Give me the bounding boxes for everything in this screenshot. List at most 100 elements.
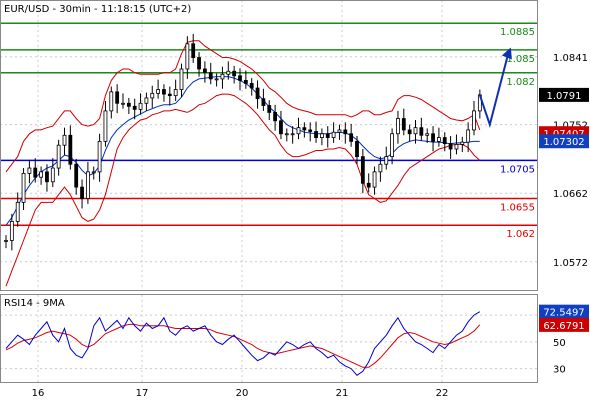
candle-body	[91, 171, 96, 174]
candle-body	[220, 73, 225, 80]
candle-body	[132, 105, 137, 110]
rsi-box-rsi_ma	[539, 317, 589, 332]
y-tick-label: 1.0662	[553, 189, 588, 200]
candle-body	[197, 57, 201, 70]
candle-body	[232, 70, 237, 77]
candle-body	[407, 129, 412, 135]
candle-body	[173, 89, 178, 97]
candle-body	[261, 98, 266, 106]
x-tick-label: 21	[336, 388, 349, 399]
candle-body	[249, 83, 254, 89]
candle-body	[413, 127, 418, 135]
candle-body	[331, 131, 336, 138]
candle-body	[355, 140, 359, 158]
candle-body	[472, 110, 476, 131]
candle-body	[156, 89, 161, 94]
candle-body	[308, 129, 313, 132]
candle-body	[325, 133, 330, 138]
candle-body	[39, 171, 43, 178]
candle-body	[436, 137, 441, 142]
candle-body	[27, 167, 32, 174]
price-box-average	[539, 134, 589, 149]
level-label: 1.0705	[500, 164, 535, 175]
candle-body	[396, 118, 400, 135]
candle-body	[15, 201, 20, 222]
y-tick-label: 1.0841	[553, 53, 588, 64]
chart-title: EUR/USD - 30min - 11:18:15 (UTC+2)	[4, 4, 191, 15]
bollinger-upper-line	[5, 40, 481, 173]
candle-body	[442, 137, 447, 145]
candle-body	[337, 129, 342, 133]
candle-body	[466, 129, 471, 143]
candle-body	[62, 134, 67, 146]
candle-body	[191, 43, 196, 58]
candle-body	[86, 171, 90, 199]
candle-body	[109, 91, 114, 112]
x-tick-label: 17	[136, 388, 149, 399]
forecast-arrow-head	[501, 47, 512, 60]
candle-body	[97, 140, 102, 173]
candle-body	[343, 129, 348, 135]
candle-body	[33, 167, 38, 178]
price-box-label: 1.07302	[543, 137, 584, 148]
x-tick-label: 16	[32, 388, 45, 399]
price-panel: 1.0885 1.085 1.082 1.0705 1.0655 1.062	[0, 0, 537, 290]
candle-body	[4, 240, 8, 242]
candle-body	[138, 102, 143, 110]
candle-body	[255, 87, 260, 100]
level-label: 1.0885	[500, 27, 535, 38]
price-panel-frame	[0, 0, 538, 291]
level-label: 1.082	[506, 77, 535, 88]
candle-body	[401, 118, 406, 131]
candle-body	[179, 68, 184, 90]
candle-body	[296, 127, 301, 135]
candle-body	[226, 70, 231, 75]
candle-body	[384, 156, 389, 165]
rsi-panel-title: RSI14 - 9MA	[4, 298, 65, 309]
bollinger-lower-line	[5, 93, 481, 287]
rsi-y-tick-label: 30	[553, 365, 566, 376]
rsi-panel-frame	[0, 294, 538, 383]
candle-body	[150, 92, 155, 99]
candle-body	[284, 133, 289, 136]
candle-body	[314, 131, 318, 138]
candle-body	[202, 68, 207, 74]
candle-body	[319, 133, 324, 138]
candle-body	[448, 143, 453, 150]
candle-body	[162, 89, 166, 95]
candle-body	[121, 102, 125, 105]
rsi-box-label: 72.5497	[543, 308, 584, 319]
candle-body	[243, 80, 248, 84]
candle-body	[360, 156, 365, 184]
level-label: 1.062	[506, 229, 535, 240]
candle-body	[425, 133, 430, 136]
forecast-arrow-line	[478, 51, 510, 129]
candle-body	[144, 97, 149, 104]
candle-body	[273, 112, 278, 122]
candle-body	[460, 141, 465, 145]
candle-body	[454, 144, 459, 150]
rsi-ma-line	[5, 323, 481, 368]
candle-body	[74, 163, 79, 188]
candle-body	[115, 91, 120, 104]
candle-body	[68, 134, 73, 165]
rsi-box-rsi	[539, 304, 589, 319]
candle-body	[290, 133, 295, 136]
candle-body	[185, 43, 190, 70]
rsi-line	[5, 311, 481, 376]
candle-body	[431, 133, 435, 142]
x-tick-label: 20	[236, 388, 249, 399]
candle-body	[50, 167, 55, 183]
level-label: 1.085	[506, 54, 535, 65]
y-tick-label: 1.0572	[553, 258, 588, 269]
candle-body	[390, 133, 395, 158]
candle-body	[267, 105, 272, 113]
moving-average-line	[5, 76, 480, 226]
candle-body	[279, 120, 283, 135]
candle-body	[167, 93, 172, 97]
candle-body	[419, 127, 424, 136]
candle-body	[103, 110, 108, 142]
